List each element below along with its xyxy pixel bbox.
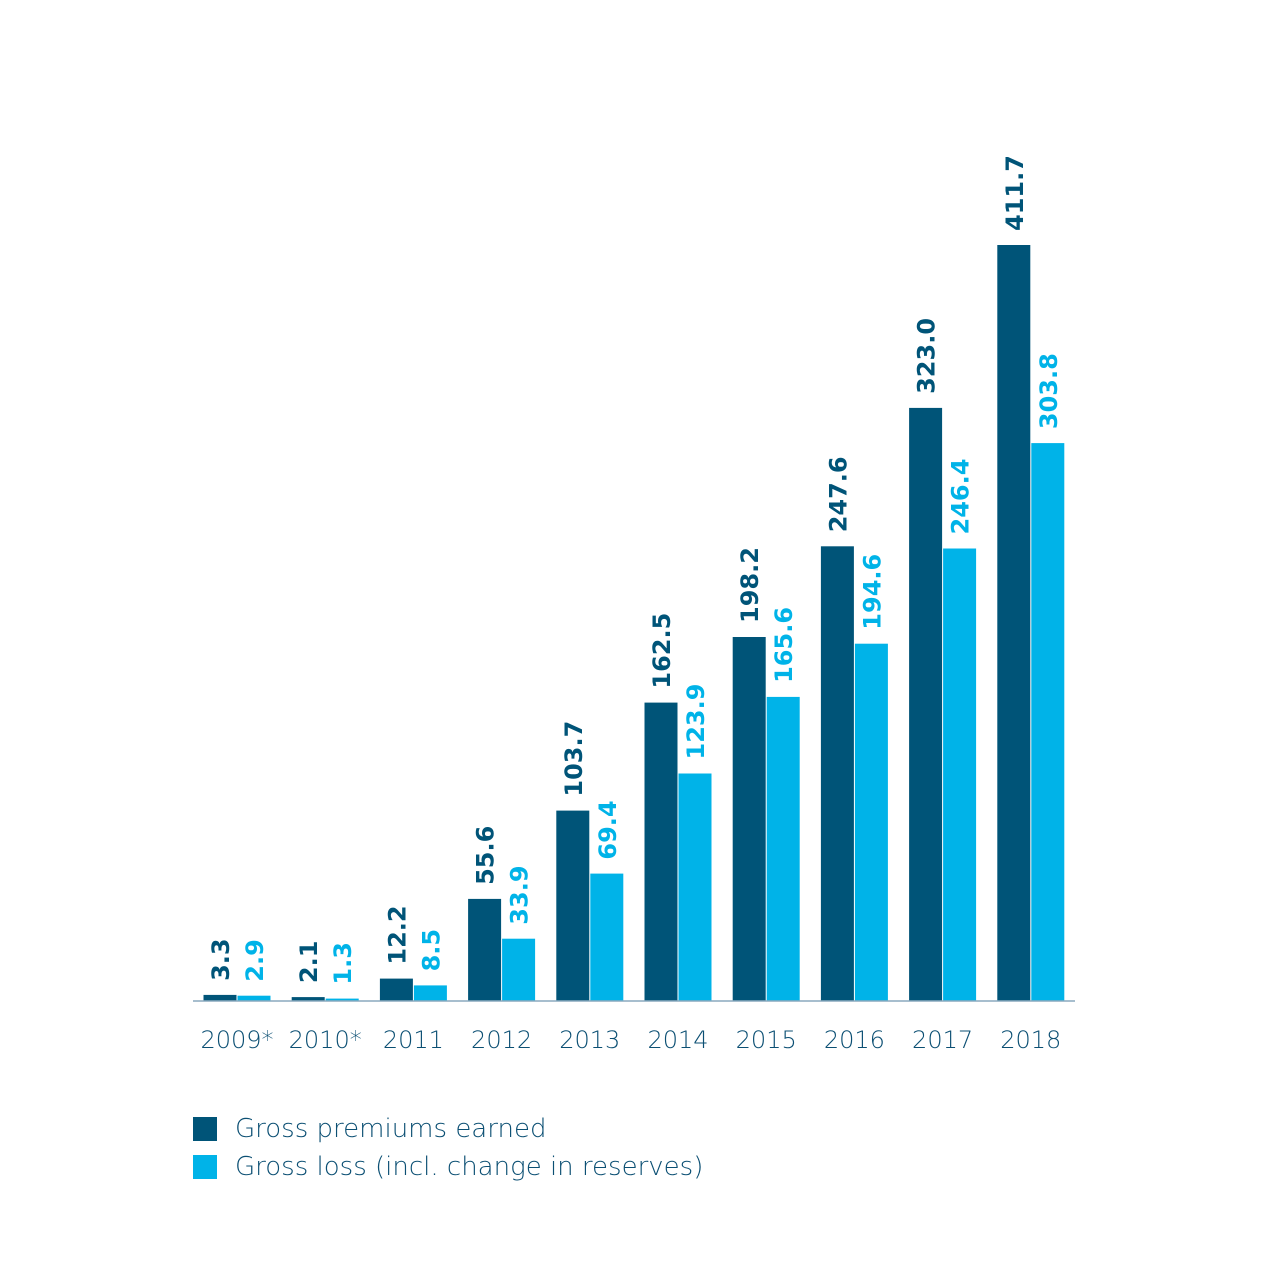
bar-premiums-2010: [291, 997, 325, 1001]
bar-premiums-2009: [203, 994, 237, 1001]
label-loss-2017: 246.4: [947, 459, 975, 535]
legend-swatch-loss: [193, 1155, 217, 1179]
label-premiums-2016: 247.6: [824, 456, 852, 532]
bar-loss-2016: [854, 643, 888, 1001]
bar-loss-2011: [413, 985, 447, 1001]
x-axis-tick-labels: 2009* 2010* 2011 2012 2013 2014 2015 2016 2017 20…: [200, 1026, 1061, 1054]
bar-premiums-2014: [644, 702, 678, 1001]
bar-loss-2009: [237, 995, 271, 1001]
bar-premiums-2016: [820, 546, 854, 1001]
bar-loss-2014: [678, 773, 712, 1001]
legend-item-loss: Gross loss (incl. change in reserves): [193, 1148, 703, 1186]
legend: Gross premiums earned Gross loss (incl. …: [193, 1110, 703, 1186]
label-premiums-2010: 2.1: [295, 941, 323, 984]
label-premiums-2018: 411.7: [1001, 155, 1029, 231]
label-premiums-2017: 323.0: [913, 318, 941, 394]
data-labels: 3.3 2.9 2.1 1.3 12.2 8.5 55.633.9 103.769.4 162.…: [207, 155, 1063, 985]
label-premiums-2015: 198.2: [736, 547, 764, 623]
x-tick-label-2016: 2016: [824, 1026, 885, 1054]
bar-loss-2010: [325, 998, 359, 1001]
legend-label-premiums: Gross premiums earned: [235, 1114, 547, 1144]
legend-swatch-premiums: [193, 1117, 217, 1141]
bar-loss-2015: [766, 696, 800, 1001]
bar-loss-2018: [1031, 443, 1065, 1002]
bar-premiums-2011: [379, 978, 413, 1001]
bar-premiums-2013: [556, 810, 590, 1001]
label-loss-2013: 69.4: [594, 800, 622, 859]
label-loss-2010: 1.3: [329, 942, 357, 985]
label-premiums-2014: 162.5: [648, 613, 676, 689]
x-tick-label-2017: 2017: [912, 1026, 973, 1054]
legend-label-loss: Gross loss (incl. change in reserves): [235, 1152, 704, 1182]
x-tick-label-2011: 2011: [383, 1026, 444, 1054]
bar-loss-2017: [943, 548, 977, 1001]
bar-premiums-2015: [732, 637, 766, 1001]
bars-group: [203, 245, 1065, 1002]
label-loss-2014: 123.9: [682, 684, 710, 760]
x-tick-label-2012: 2012: [471, 1026, 532, 1054]
label-loss-2012: 33.9: [506, 865, 534, 924]
label-premiums-2011: 12.2: [383, 905, 411, 964]
x-tick-label-2014: 2014: [647, 1026, 708, 1054]
x-tick-label-2010: 2010*: [289, 1026, 362, 1054]
bar-premiums-2018: [997, 245, 1031, 1001]
x-tick-label-2013: 2013: [559, 1026, 620, 1054]
bar-loss-2012: [502, 938, 536, 1001]
x-tick-label-2009: 2009*: [200, 1026, 273, 1054]
label-loss-2009: 2.9: [241, 939, 269, 982]
legend-item-premiums: Gross premiums earned: [193, 1110, 703, 1148]
bar-premiums-2017: [909, 407, 943, 1001]
x-tick-label-2018: 2018: [1000, 1026, 1061, 1054]
label-loss-2011: 8.5: [417, 929, 445, 972]
label-loss-2016: 194.6: [858, 554, 886, 630]
bar-loss-2013: [590, 873, 624, 1001]
label-loss-2018: 303.8: [1035, 353, 1063, 429]
label-premiums-2012: 55.6: [472, 826, 500, 885]
label-premiums-2009: 3.3: [207, 938, 235, 981]
label-premiums-2013: 103.7: [560, 721, 588, 797]
label-loss-2015: 165.6: [770, 607, 798, 683]
bar-premiums-2012: [468, 898, 502, 1001]
x-tick-label-2015: 2015: [736, 1026, 797, 1054]
